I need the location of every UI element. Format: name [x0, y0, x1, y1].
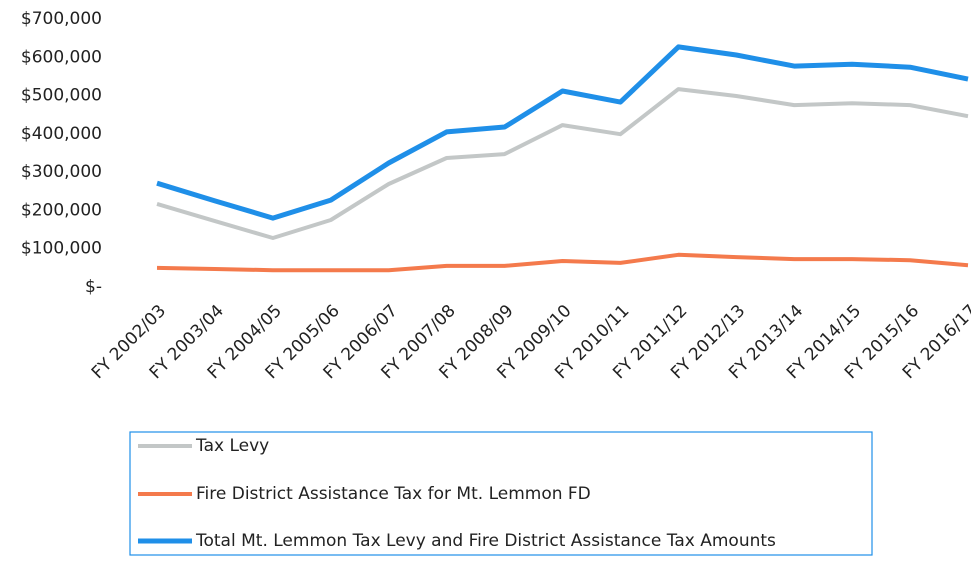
y-tick-label: $500,000	[21, 86, 102, 106]
y-tick-label: $-	[85, 277, 102, 297]
legend-label: Tax Levy	[195, 436, 269, 456]
y-tick-label: $600,000	[21, 47, 102, 67]
series-line	[156, 252, 969, 273]
y-tick-label: $300,000	[21, 162, 102, 182]
y-tick-label: $700,000	[21, 9, 102, 29]
y-tick-label: $100,000	[21, 239, 102, 259]
y-tick-label: $200,000	[21, 200, 102, 220]
y-tick-label: $400,000	[21, 124, 102, 144]
legend-label: Total Mt. Lemmon Tax Levy and Fire Distr…	[195, 531, 776, 551]
legend-box	[129, 431, 873, 556]
legend-label: Fire District Assistance Tax for Mt. Lem…	[196, 484, 591, 504]
series-line	[156, 87, 969, 240]
series-line	[156, 44, 969, 221]
